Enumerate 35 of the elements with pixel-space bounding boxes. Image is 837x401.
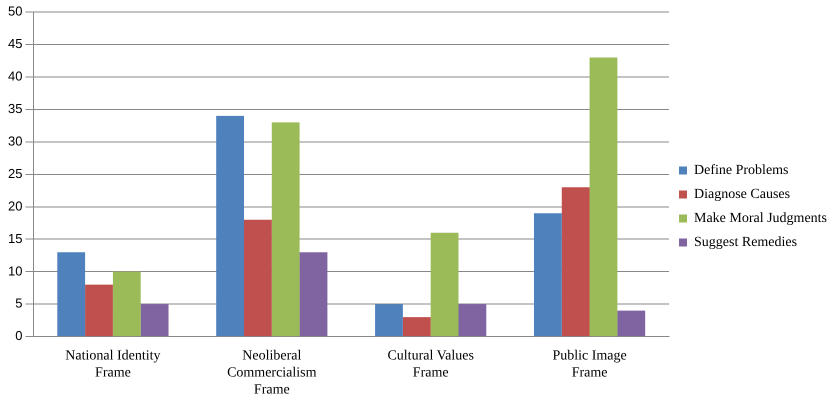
- y-tick-label: 50: [8, 4, 22, 19]
- y-tick-label: 30: [8, 133, 22, 148]
- bar: [617, 310, 646, 336]
- bar: [300, 252, 328, 336]
- y-tick-label: 15: [8, 230, 22, 246]
- bar: [272, 122, 300, 336]
- y-tick-label: 25: [8, 166, 22, 181]
- bar: [458, 304, 486, 336]
- x-tick-label: National Identity Frame: [65, 348, 161, 380]
- x-tick-label: Public Image Frame: [552, 348, 627, 380]
- x-tick-label: Neoliberal Commercialism Frame: [227, 348, 317, 398]
- legend-label: Define Problems: [694, 163, 789, 178]
- y-tick-label: 20: [8, 198, 22, 214]
- legend-label: Diagnose Causes: [694, 187, 790, 202]
- bar: [57, 252, 86, 336]
- bar: [112, 272, 141, 336]
- y-tick-label: 35: [8, 100, 22, 116]
- bar: [562, 187, 590, 336]
- bar: [244, 220, 272, 336]
- bar: [590, 57, 618, 336]
- bar: [216, 116, 244, 336]
- bar: [430, 232, 458, 336]
- x-tick-label: Cultural Values Frame: [387, 348, 474, 380]
- y-tick-label: 5: [15, 296, 22, 311]
- bar: [140, 304, 169, 336]
- bar: [402, 317, 431, 336]
- legend-label: Suggest Remedies: [694, 235, 798, 250]
- y-tick-label: 10: [8, 263, 22, 278]
- bar: [85, 284, 113, 336]
- bar: [534, 213, 562, 336]
- legend-label: Make Moral Judgments: [694, 211, 828, 226]
- bar: [375, 304, 403, 336]
- y-tick-label: 40: [8, 68, 22, 84]
- y-tick-label: 45: [8, 36, 22, 52]
- y-tick-label: 0: [15, 328, 22, 344]
